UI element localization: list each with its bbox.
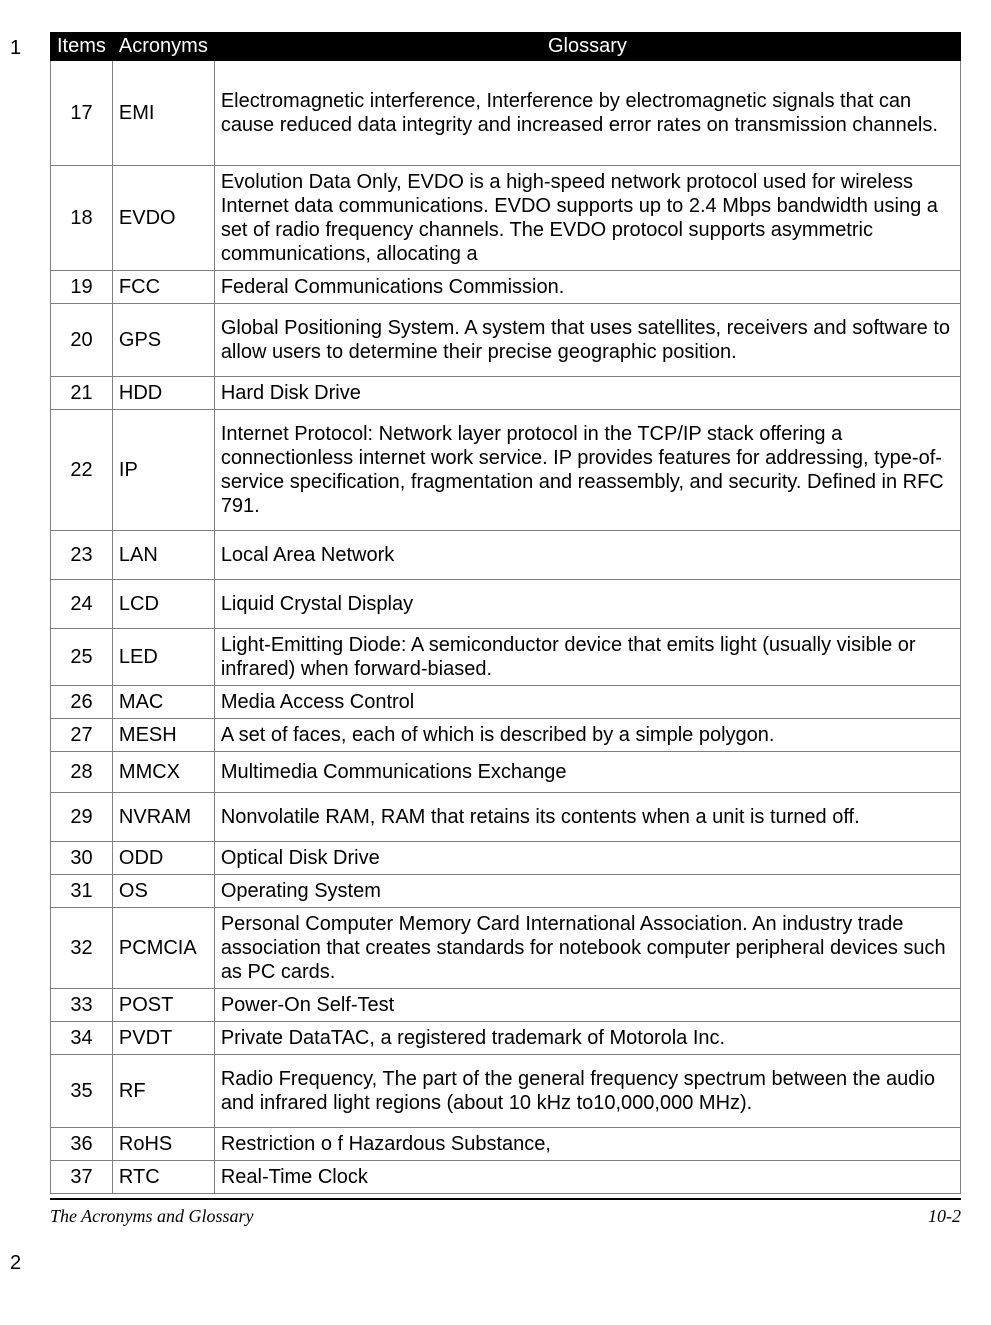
cell-acronym: NVRAM <box>112 793 214 842</box>
cell-item: 27 <box>51 719 113 752</box>
table-row: 36RoHSRestriction o f Hazardous Substanc… <box>51 1128 961 1161</box>
table-row: 37RTCReal-Time Clock <box>51 1161 961 1194</box>
table-row: 22IPInternet Protocol: Network layer pro… <box>51 410 961 531</box>
page: 1 2 Items Acronyms Glossary 17EMIElectro… <box>0 32 991 1227</box>
header-acronyms: Acronyms <box>112 33 214 61</box>
cell-acronym: POST <box>112 989 214 1022</box>
cell-item: 32 <box>51 908 113 989</box>
cell-glossary: Nonvolatile RAM, RAM that retains its co… <box>214 793 960 842</box>
cell-glossary: Federal Communications Commission. <box>214 271 960 304</box>
cell-glossary: Electromagnetic interference, Interferen… <box>214 61 960 166</box>
cell-acronym: RTC <box>112 1161 214 1194</box>
table-row: 17EMIElectromagnetic interference, Inter… <box>51 61 961 166</box>
cell-acronym: LCD <box>112 580 214 629</box>
cell-acronym: PCMCIA <box>112 908 214 989</box>
cell-item: 29 <box>51 793 113 842</box>
cell-glossary: Power-On Self-Test <box>214 989 960 1022</box>
table-row: 30ODDOptical Disk Drive <box>51 842 961 875</box>
cell-glossary: A set of faces, each of which is describ… <box>214 719 960 752</box>
table-row: 21HDDHard Disk Drive <box>51 377 961 410</box>
table-row: 24LCDLiquid Crystal Display <box>51 580 961 629</box>
cell-item: 23 <box>51 531 113 580</box>
header-items: Items <box>51 33 113 61</box>
table-row: 18EVDOEvolution Data Only, EVDO is a hig… <box>51 166 961 271</box>
table-row: 27MESHA set of faces, each of which is d… <box>51 719 961 752</box>
cell-item: 17 <box>51 61 113 166</box>
table-row: 34PVDTPrivate DataTAC, a registered trad… <box>51 1022 961 1055</box>
glossary-table: Items Acronyms Glossary 17EMIElectromagn… <box>50 32 961 1194</box>
table-row: 19FCCFederal Communications Commission. <box>51 271 961 304</box>
table-header-row: Items Acronyms Glossary <box>51 33 961 61</box>
cell-glossary: Media Access Control <box>214 686 960 719</box>
cell-glossary: Radio Frequency, The part of the general… <box>214 1055 960 1128</box>
cell-item: 31 <box>51 875 113 908</box>
cell-glossary: Real-Time Clock <box>214 1161 960 1194</box>
table-row: 35RFRadio Frequency, The part of the gen… <box>51 1055 961 1128</box>
footer-right: 10-2 <box>928 1206 961 1227</box>
cell-acronym: EMI <box>112 61 214 166</box>
cell-glossary: Restriction o f Hazardous Substance, <box>214 1128 960 1161</box>
cell-acronym: OS <box>112 875 214 908</box>
cell-item: 26 <box>51 686 113 719</box>
cell-glossary: Private DataTAC, a registered trademark … <box>214 1022 960 1055</box>
cell-acronym: LED <box>112 629 214 686</box>
cell-glossary: Personal Computer Memory Card Internatio… <box>214 908 960 989</box>
line-number-top: 1 <box>10 37 21 60</box>
cell-item: 25 <box>51 629 113 686</box>
cell-glossary: Local Area Network <box>214 531 960 580</box>
cell-acronym: RF <box>112 1055 214 1128</box>
cell-item: 37 <box>51 1161 113 1194</box>
cell-acronym: MAC <box>112 686 214 719</box>
table-row: 26MACMedia Access Control <box>51 686 961 719</box>
cell-acronym: LAN <box>112 531 214 580</box>
cell-item: 28 <box>51 752 113 793</box>
table-row: 31OSOperating System <box>51 875 961 908</box>
table-row: 28MMCXMultimedia Communications Exchange <box>51 752 961 793</box>
cell-glossary: Hard Disk Drive <box>214 377 960 410</box>
cell-acronym: PVDT <box>112 1022 214 1055</box>
cell-acronym: IP <box>112 410 214 531</box>
page-footer: The Acronyms and Glossary 10-2 <box>50 1198 961 1227</box>
table-row: 23LANLocal Area Network <box>51 531 961 580</box>
cell-glossary: Global Positioning System. A system that… <box>214 304 960 377</box>
cell-acronym: MESH <box>112 719 214 752</box>
cell-acronym: GPS <box>112 304 214 377</box>
cell-item: 33 <box>51 989 113 1022</box>
cell-item: 36 <box>51 1128 113 1161</box>
header-glossary: Glossary <box>214 33 960 61</box>
cell-acronym: FCC <box>112 271 214 304</box>
cell-item: 18 <box>51 166 113 271</box>
cell-item: 22 <box>51 410 113 531</box>
cell-item: 30 <box>51 842 113 875</box>
cell-item: 20 <box>51 304 113 377</box>
line-number-bottom: 2 <box>10 1252 21 1275</box>
cell-acronym: EVDO <box>112 166 214 271</box>
table-row: 29NVRAMNonvolatile RAM, RAM that retains… <box>51 793 961 842</box>
footer-left: The Acronyms and Glossary <box>50 1206 254 1227</box>
cell-glossary: Optical Disk Drive <box>214 842 960 875</box>
cell-item: 24 <box>51 580 113 629</box>
table-row: 32PCMCIAPersonal Computer Memory Card In… <box>51 908 961 989</box>
cell-item: 19 <box>51 271 113 304</box>
cell-item: 21 <box>51 377 113 410</box>
cell-glossary: Internet Protocol: Network layer protoco… <box>214 410 960 531</box>
cell-glossary: Liquid Crystal Display <box>214 580 960 629</box>
cell-item: 34 <box>51 1022 113 1055</box>
cell-acronym: MMCX <box>112 752 214 793</box>
cell-glossary: Operating System <box>214 875 960 908</box>
table-row: 33POSTPower-On Self-Test <box>51 989 961 1022</box>
table-body: 17EMIElectromagnetic interference, Inter… <box>51 61 961 1194</box>
cell-acronym: HDD <box>112 377 214 410</box>
cell-glossary: Evolution Data Only, EVDO is a high-spee… <box>214 166 960 271</box>
cell-glossary: Light-Emitting Diode: A semiconductor de… <box>214 629 960 686</box>
cell-acronym: RoHS <box>112 1128 214 1161</box>
table-row: 20GPSGlobal Positioning System. A system… <box>51 304 961 377</box>
cell-acronym: ODD <box>112 842 214 875</box>
cell-glossary: Multimedia Communications Exchange <box>214 752 960 793</box>
cell-item: 35 <box>51 1055 113 1128</box>
table-row: 25LEDLight-Emitting Diode: A semiconduct… <box>51 629 961 686</box>
